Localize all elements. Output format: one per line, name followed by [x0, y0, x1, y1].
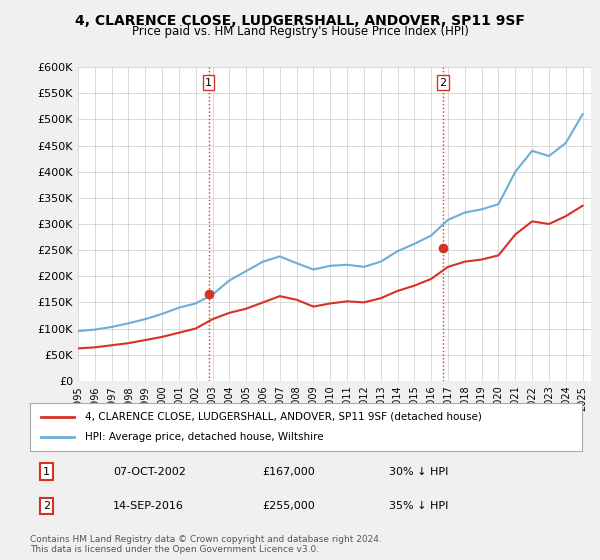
Text: £167,000: £167,000 [262, 467, 314, 477]
Text: 4, CLARENCE CLOSE, LUDGERSHALL, ANDOVER, SP11 9SF (detached house): 4, CLARENCE CLOSE, LUDGERSHALL, ANDOVER,… [85, 412, 482, 422]
Text: £255,000: £255,000 [262, 501, 314, 511]
Text: 07-OCT-2002: 07-OCT-2002 [113, 467, 185, 477]
Text: 30% ↓ HPI: 30% ↓ HPI [389, 467, 448, 477]
Text: Price paid vs. HM Land Registry's House Price Index (HPI): Price paid vs. HM Land Registry's House … [131, 25, 469, 38]
Text: 14-SEP-2016: 14-SEP-2016 [113, 501, 184, 511]
Text: 35% ↓ HPI: 35% ↓ HPI [389, 501, 448, 511]
Text: Contains HM Land Registry data © Crown copyright and database right 2024.
This d: Contains HM Land Registry data © Crown c… [30, 535, 382, 554]
Text: 2: 2 [43, 501, 50, 511]
Text: 1: 1 [205, 78, 212, 88]
Text: HPI: Average price, detached house, Wiltshire: HPI: Average price, detached house, Wilt… [85, 432, 324, 442]
Text: 2: 2 [440, 78, 447, 88]
Text: 1: 1 [43, 467, 50, 477]
Text: 4, CLARENCE CLOSE, LUDGERSHALL, ANDOVER, SP11 9SF: 4, CLARENCE CLOSE, LUDGERSHALL, ANDOVER,… [75, 14, 525, 28]
